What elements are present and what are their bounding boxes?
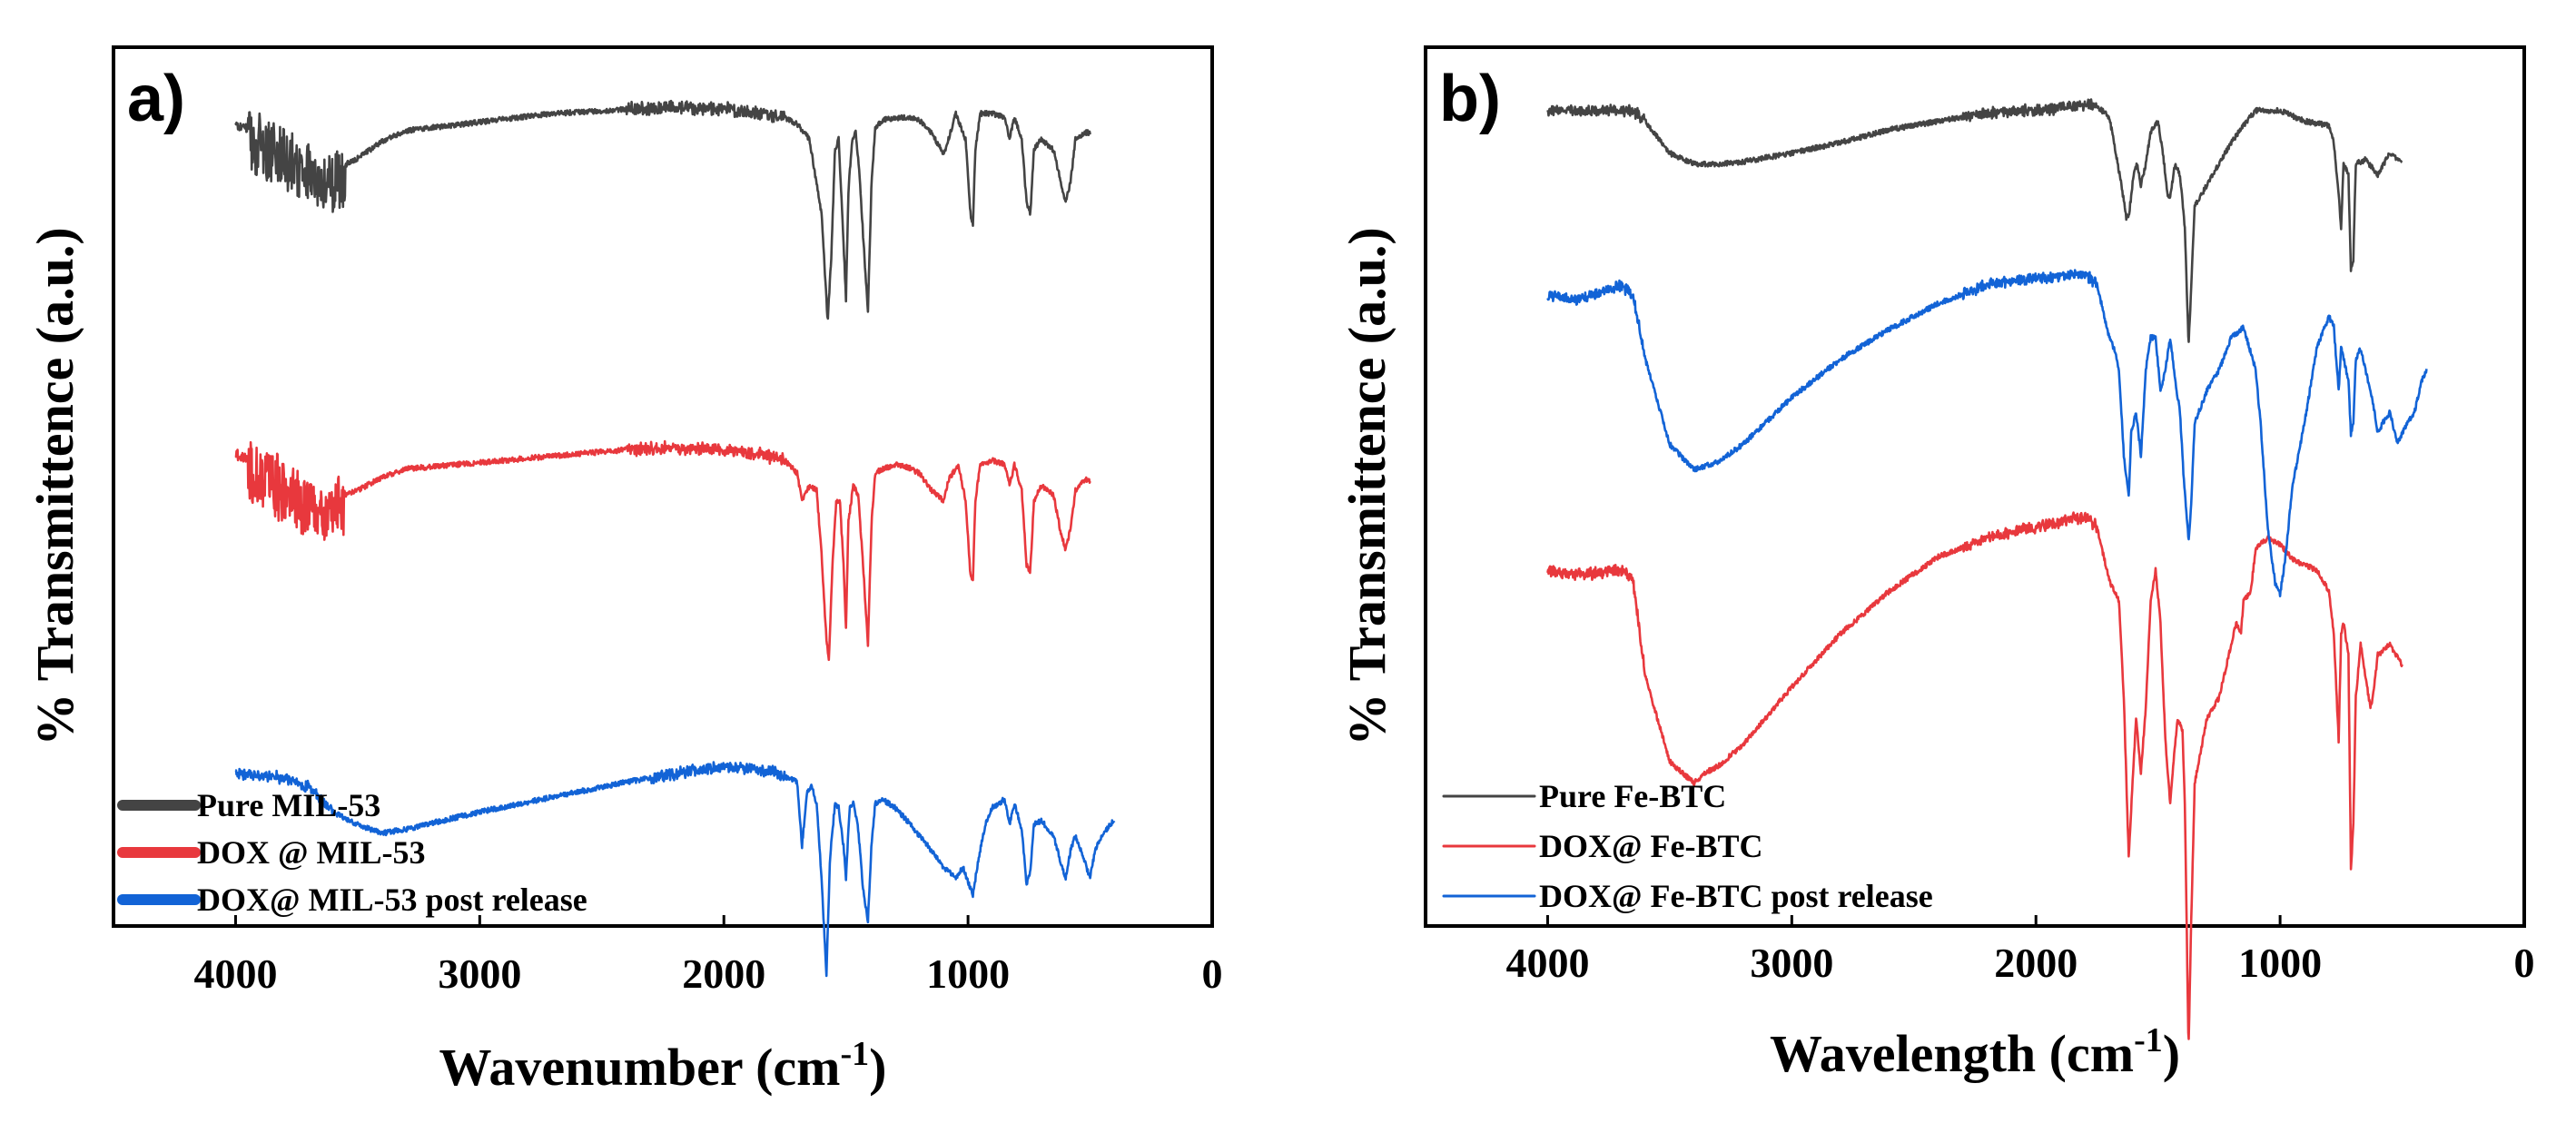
panel-label: a) [127,63,185,135]
panel-label: b) [1439,63,1501,135]
x-tick-label: 1000 [926,951,1010,997]
x-tick-label: 4000 [193,951,277,997]
legend-label: DOX @ MIL-53 [197,834,425,871]
x-axis-title-superscript: -1 [2134,1021,2163,1059]
series-line-1 [1546,98,2403,343]
x-tick-label: 1000 [2238,940,2322,986]
x-axis-title: Wavenumber (cm-1) [439,1035,887,1097]
panel-b: b) % Transmittence (a.u.) Wavelength (cm… [1337,45,2535,1083]
x-tick-label: 2000 [682,951,765,997]
series-line-2 [1546,511,2403,1040]
y-axis-title: % Transmittence (a.u.) [25,227,84,745]
legend-label: DOX@ Fe-BTC post release [1539,878,1933,914]
x-tick-label: 0 [2514,940,2535,986]
legend-label: DOX@ MIL-53 post release [197,882,587,918]
panel-a: a) % Transmittence (a.u.) Wavenumber (cm… [25,45,1223,1097]
x-axis-title: Wavelength (cm-1) [1770,1021,2180,1083]
series-group [234,99,1116,978]
plot-frame [112,45,1214,928]
x-axis-title-end: ) [869,1038,886,1097]
x-axis-title-main: Wavenumber (cm [439,1038,841,1097]
series-line-1 [234,99,1091,320]
plot-frame [1424,45,2526,928]
series-line-2 [234,439,1091,662]
y-axis-title: % Transmittence (a.u.) [1337,227,1397,745]
x-tick-label: 3000 [438,951,521,997]
legend: Pure Fe-BTC DOX@ Fe-BTC DOX@ Fe-BTC post r… [1442,778,1933,914]
x-axis-title-superscript: -1 [840,1035,869,1073]
x-tick-label: 4000 [1505,940,1589,986]
series-line-3 [1546,269,2428,597]
legend-label: Pure MIL-53 [197,787,380,823]
x-tick-label: 2000 [1994,940,2078,986]
x-axis-title-main: Wavelength (cm [1770,1024,2134,1083]
series-group [1546,98,2428,1040]
x-axis-ticks: 4000 3000 2000 1000 0 [1505,915,2535,986]
x-tick-label: 0 [1202,951,1223,997]
x-tick-label: 3000 [1750,940,1833,986]
x-axis-title-end: ) [2163,1024,2180,1083]
legend: Pure MIL-53 DOX @ MIL-53 DOX@ MIL-53 post … [117,787,587,918]
x-axis-ticks: 4000 3000 2000 1000 0 [193,915,1223,997]
series-line-3 [234,761,1116,978]
legend-label: DOX@ Fe-BTC [1539,828,1762,864]
legend-label: Pure Fe-BTC [1539,778,1726,814]
